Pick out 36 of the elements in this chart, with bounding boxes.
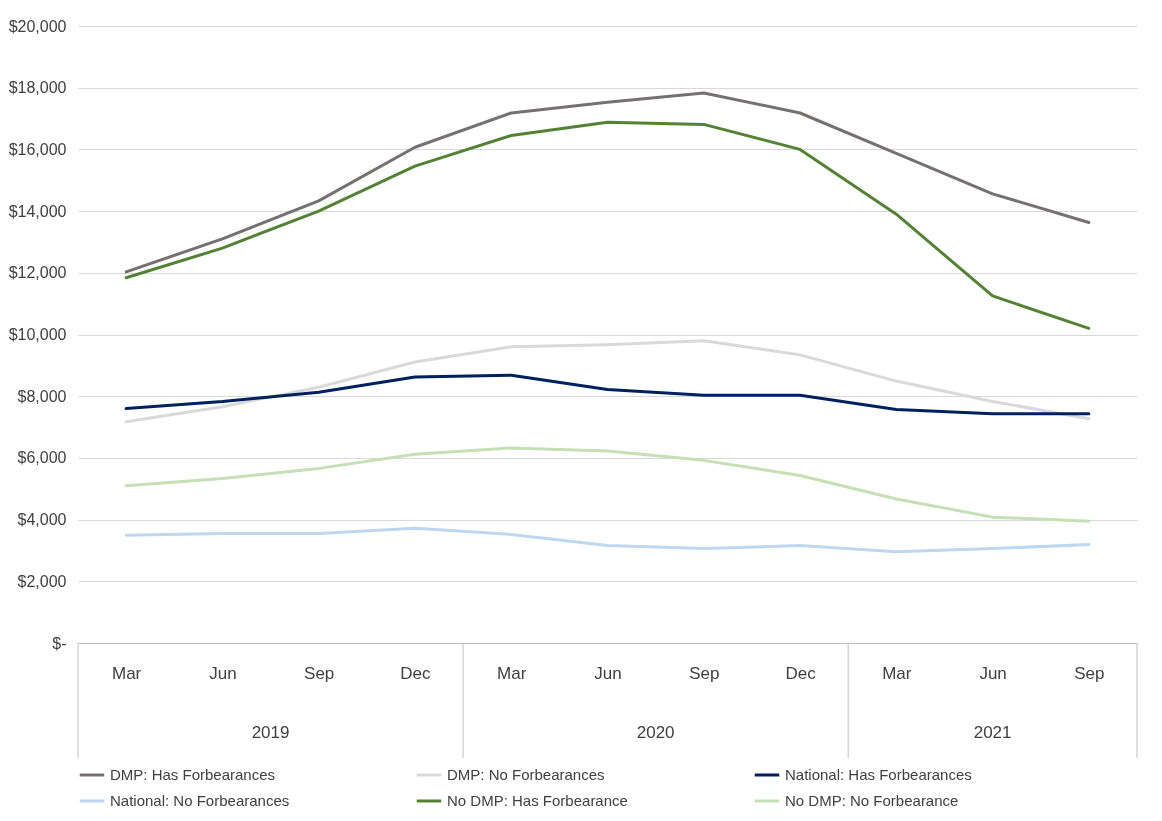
line-series (124, 91, 1091, 274)
x-tick-label: Jun (209, 663, 237, 683)
x-tick-label: Dec (785, 663, 817, 683)
x-tick-label: Jun (594, 663, 622, 683)
y-tick-label: $18,000 (8, 79, 67, 97)
text: 2021 (973, 723, 1012, 742)
legend-label: DMP: No Forbearances (447, 766, 605, 783)
y-tick-label: $16,000 (8, 140, 67, 158)
y-tick-label: $12,000 (8, 264, 67, 282)
x-tick-label: Mar (497, 663, 527, 683)
text: 2019 (251, 723, 290, 742)
legend-label: DMP: Has Forbearances (110, 766, 276, 783)
x-tick-label: Sep (304, 663, 335, 683)
y-tick-label: $14,000 (8, 202, 67, 220)
y-tick-label: $8,000 (17, 387, 67, 405)
line-series (124, 373, 1091, 416)
y-tick-label: $2,000 (17, 572, 67, 590)
text: 2020 (636, 723, 675, 742)
legend-label: No DMP: Has Forbearance (447, 792, 628, 809)
line-series (124, 120, 1091, 330)
y-tick-label: $- (52, 634, 67, 652)
x-tick-label: Sep (1074, 663, 1105, 683)
x-tick-label: Dec (400, 663, 432, 683)
x-tick-label: Mar (112, 663, 142, 683)
y-tick-label: $10,000 (8, 326, 67, 343)
x-tick-label: Mar (882, 663, 912, 683)
legend-label: National: Has Forbearances (785, 766, 972, 783)
line-series (124, 446, 1091, 523)
legend-label: National: No Forbearances (110, 792, 290, 809)
legend-label: No DMP: No Forbearance (785, 792, 959, 809)
y-tick-label: $20,000 (8, 17, 67, 35)
y-tick-label: $4,000 (17, 511, 67, 529)
x-tick-label: Sep (689, 663, 720, 683)
line-series (124, 526, 1091, 554)
y-tick-label: $6,000 (17, 449, 67, 467)
x-tick-label: Jun (979, 663, 1007, 683)
